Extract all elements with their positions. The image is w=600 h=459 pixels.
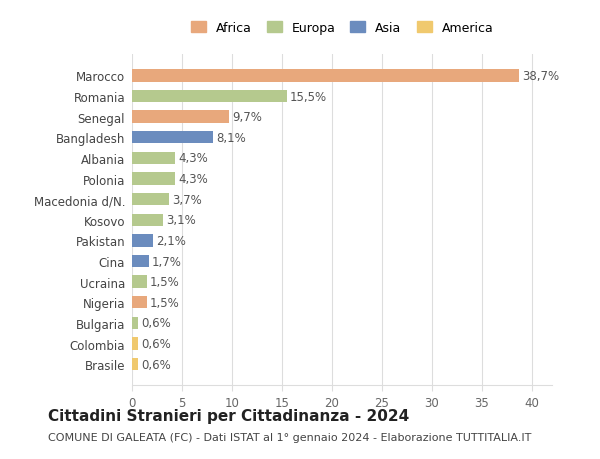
Text: 0,6%: 0,6%: [141, 358, 171, 371]
Bar: [132, 317, 138, 330]
Bar: [132, 70, 519, 83]
Bar: [132, 173, 175, 185]
Text: 38,7%: 38,7%: [522, 70, 559, 83]
Bar: [132, 111, 229, 123]
Text: Cittadini Stranieri per Cittadinanza - 2024: Cittadini Stranieri per Cittadinanza - 2…: [48, 408, 409, 423]
Text: 8,1%: 8,1%: [216, 132, 246, 145]
Text: 0,6%: 0,6%: [141, 317, 171, 330]
Bar: [132, 235, 153, 247]
Bar: [132, 276, 147, 288]
Bar: [132, 214, 163, 226]
Text: 1,7%: 1,7%: [152, 255, 182, 268]
Text: 3,7%: 3,7%: [172, 193, 202, 206]
Text: 1,5%: 1,5%: [150, 275, 180, 289]
Bar: [132, 297, 147, 309]
Bar: [132, 152, 175, 165]
Bar: [132, 194, 169, 206]
Bar: [132, 358, 138, 370]
Legend: Africa, Europa, Asia, America: Africa, Europa, Asia, America: [187, 18, 497, 39]
Text: 15,5%: 15,5%: [290, 90, 327, 103]
Text: 2,1%: 2,1%: [156, 235, 186, 247]
Bar: [132, 132, 213, 144]
Bar: [132, 255, 149, 268]
Bar: [132, 91, 287, 103]
Text: COMUNE DI GALEATA (FC) - Dati ISTAT al 1° gennaio 2024 - Elaborazione TUTTITALIA: COMUNE DI GALEATA (FC) - Dati ISTAT al 1…: [48, 432, 532, 442]
Text: 3,1%: 3,1%: [166, 214, 196, 227]
Text: 4,3%: 4,3%: [178, 173, 208, 185]
Text: 0,6%: 0,6%: [141, 337, 171, 350]
Bar: [132, 338, 138, 350]
Text: 4,3%: 4,3%: [178, 152, 208, 165]
Text: 1,5%: 1,5%: [150, 296, 180, 309]
Text: 9,7%: 9,7%: [232, 111, 262, 124]
